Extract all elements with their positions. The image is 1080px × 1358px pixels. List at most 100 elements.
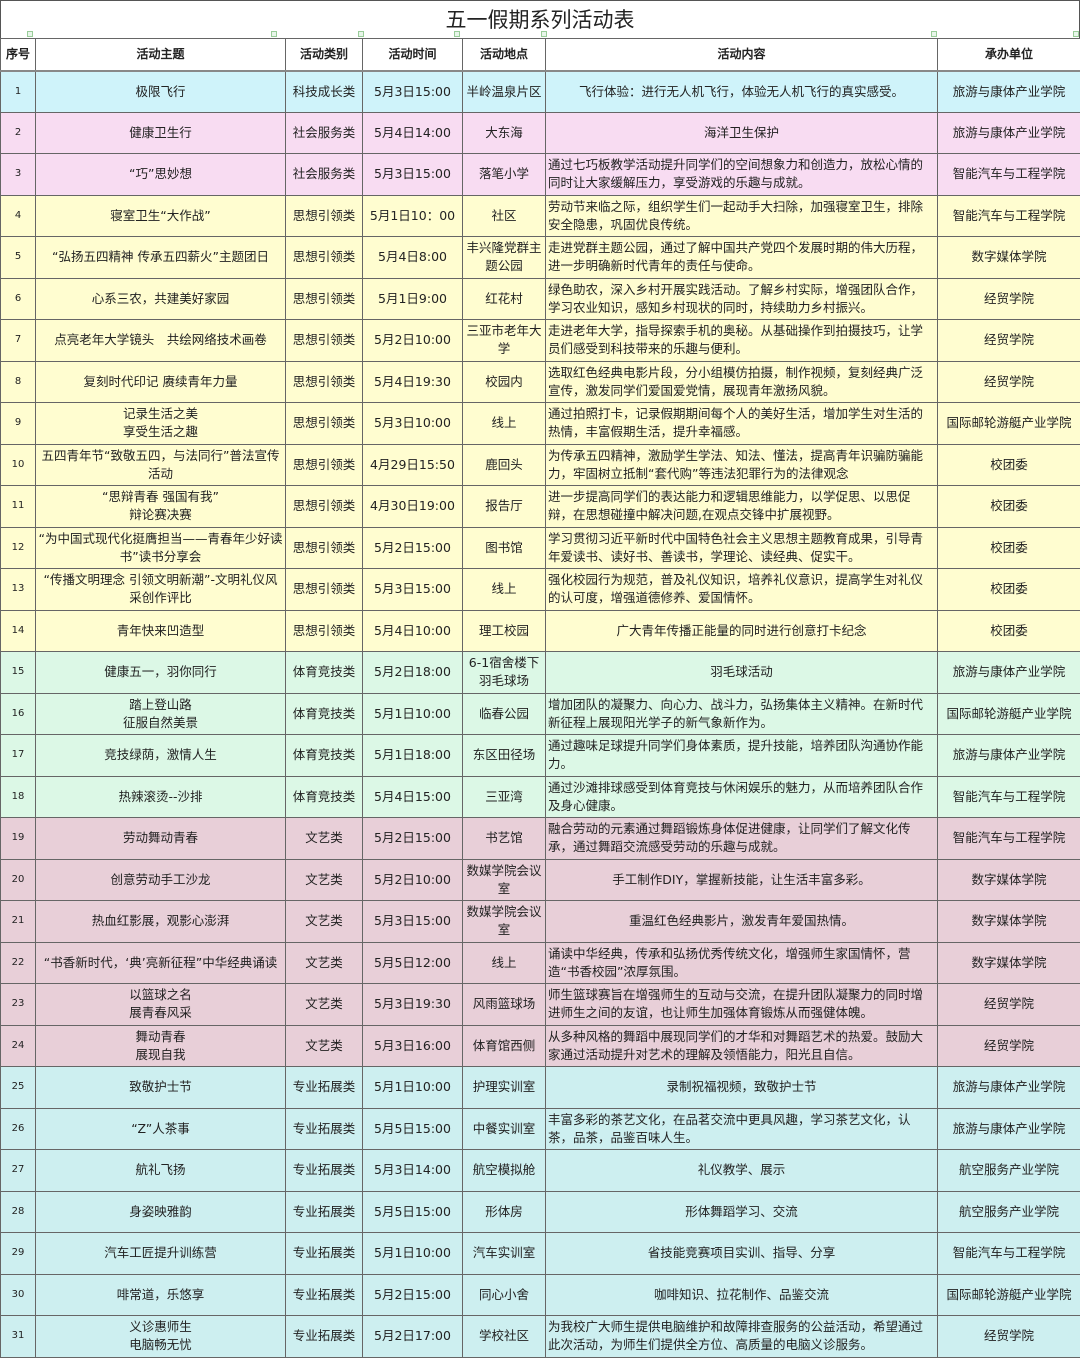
cell-category[interactable]: 思想引领类	[286, 361, 363, 403]
cell-time[interactable]: 5月1日10:00	[363, 1067, 463, 1109]
cell-theme[interactable]: 记录生活之美 享受生活之趣	[36, 403, 286, 445]
cell-location[interactable]: 汽车实训室	[463, 1233, 546, 1275]
cell-content[interactable]: 通过趣味足球提升同学们身体素质，提升技能，培养团队沟通协作能力。	[546, 735, 938, 777]
cell-category[interactable]: 科技成长类	[286, 71, 363, 113]
cell-content[interactable]: 为我校广大师生提供电脑维护和故障排查服务的公益活动，希望通过此次活动，为师生们提…	[546, 1316, 938, 1358]
cell-content[interactable]: 劳动节来临之际，组织学生们一起动手大扫除，加强寝室卫生，排除安全隐患，巩固优良传…	[546, 195, 938, 237]
cell-time[interactable]: 5月5日15:00	[363, 1191, 463, 1233]
cell-theme[interactable]: “Z”人茶事	[36, 1108, 286, 1150]
cell-organizer[interactable]: 旅游与康体产业学院	[938, 112, 1080, 154]
cell-category[interactable]: 思想引领类	[286, 237, 363, 279]
cell-theme[interactable]: “为中国式现代化挺膺担当——青春年少好读书”读书分享会	[36, 527, 286, 569]
cell-content[interactable]: 为传承五四精神，激励学生学法、知法、懂法，提高青年识骗防骗能力，牢固树立抵制“套…	[546, 444, 938, 486]
cell-category[interactable]: 思想引领类	[286, 403, 363, 445]
cell-content[interactable]: 学习贯彻习近平新时代中国特色社会主义思想主题教育成果，引导青年爱读书、读好书、善…	[546, 527, 938, 569]
cell-content[interactable]: 广大青年传播正能量的同时进行创意打卡纪念	[546, 610, 938, 652]
cell-location[interactable]: 数媒学院会议室	[463, 901, 546, 943]
cell-organizer[interactable]: 旅游与康体产业学院	[938, 735, 1080, 777]
cell-organizer[interactable]: 旅游与康体产业学院	[938, 1108, 1080, 1150]
cell-organizer[interactable]: 智能汽车与工程学院	[938, 818, 1080, 860]
cell-content[interactable]: 咖啡知识、拉花制作、品鉴交流	[546, 1274, 938, 1316]
cell-content[interactable]: 增加团队的凝聚力、向心力、战斗力，弘扬集体主义精神。在新时代新征程上展现阳光学子…	[546, 693, 938, 735]
cell-index[interactable]: 20	[1, 859, 36, 901]
cell-theme[interactable]: 义诊惠师生 电脑畅无忧	[36, 1316, 286, 1358]
cell-category[interactable]: 体育竞技类	[286, 776, 363, 818]
filter-dropdown-icon[interactable]	[271, 31, 277, 37]
cell-content[interactable]: 重温红色经典影片，激发青年爱国热情。	[546, 901, 938, 943]
cell-time[interactable]: 5月2日15:00	[363, 1274, 463, 1316]
cell-organizer[interactable]: 数字媒体学院	[938, 859, 1080, 901]
cell-time[interactable]: 5月3日19:30	[363, 984, 463, 1026]
cell-category[interactable]: 思想引领类	[286, 195, 363, 237]
cell-time[interactable]: 5月1日18:00	[363, 735, 463, 777]
cell-organizer[interactable]: 国际邮轮游艇产业学院	[938, 403, 1080, 445]
cell-content[interactable]: 飞行体验：进行无人机飞行，体验无人机飞行的真实感受。	[546, 71, 938, 113]
cell-location[interactable]: 图书馆	[463, 527, 546, 569]
cell-location[interactable]: 红花村	[463, 278, 546, 320]
cell-theme[interactable]: 热血红影展，观影心澎湃	[36, 901, 286, 943]
cell-time[interactable]: 5月4日10:00	[363, 610, 463, 652]
header-location[interactable]: 活动地点	[463, 39, 546, 71]
cell-organizer[interactable]: 航空服务产业学院	[938, 1191, 1080, 1233]
cell-content[interactable]: 强化校园行为规范，普及礼仪知识，培养礼仪意识，提高学生对礼仪的认可度，增强道德修…	[546, 569, 938, 611]
cell-index[interactable]: 23	[1, 984, 36, 1026]
filter-dropdown-icon[interactable]	[358, 31, 364, 37]
cell-location[interactable]: 理工校园	[463, 610, 546, 652]
cell-organizer[interactable]: 经贸学院	[938, 320, 1080, 362]
cell-time[interactable]: 5月4日19:30	[363, 361, 463, 403]
cell-time[interactable]: 5月1日9:00	[363, 278, 463, 320]
cell-time[interactable]: 5月2日10:00	[363, 320, 463, 362]
cell-index[interactable]: 24	[1, 1025, 36, 1067]
cell-index[interactable]: 5	[1, 237, 36, 279]
cell-category[interactable]: 专业拓展类	[286, 1067, 363, 1109]
cell-content[interactable]: 选取红色经典电影片段，分小组模仿拍摄，制作视频，复刻经典广泛宣传，激发同学们爱国…	[546, 361, 938, 403]
cell-content[interactable]: 从多种风格的舞蹈中展现同学们的才华和对舞蹈艺术的热爱。鼓励大家通过活动提升对艺术…	[546, 1025, 938, 1067]
filter-dropdown-icon[interactable]	[931, 31, 937, 37]
cell-content[interactable]: 省技能竞赛项目实训、指导、分享	[546, 1233, 938, 1275]
cell-content[interactable]: 录制祝福视频，致敬护士节	[546, 1067, 938, 1109]
header-category[interactable]: 活动类别	[286, 39, 363, 71]
cell-theme[interactable]: 点亮老年大学镜头 共绘网络技术画卷	[36, 320, 286, 362]
header-time[interactable]: 活动时间	[363, 39, 463, 71]
cell-content[interactable]: 通过沙滩排球感受到体育竞技与休闲娱乐的魅力，从而培养团队合作及身心健康。	[546, 776, 938, 818]
cell-theme[interactable]: 青年快来凹造型	[36, 610, 286, 652]
cell-index[interactable]: 19	[1, 818, 36, 860]
cell-organizer[interactable]: 校团委	[938, 569, 1080, 611]
cell-index[interactable]: 30	[1, 1274, 36, 1316]
cell-category[interactable]: 思想引领类	[286, 569, 363, 611]
cell-location[interactable]: 丰兴隆党群主题公园	[463, 237, 546, 279]
cell-category[interactable]: 思想引领类	[286, 444, 363, 486]
cell-content[interactable]: 羽毛球活动	[546, 652, 938, 694]
cell-content[interactable]: 礼仪教学、展示	[546, 1150, 938, 1192]
cell-index[interactable]: 11	[1, 486, 36, 528]
cell-organizer[interactable]: 经贸学院	[938, 361, 1080, 403]
cell-organizer[interactable]: 校团委	[938, 486, 1080, 528]
cell-theme[interactable]: 以篮球之名 展青春风采	[36, 984, 286, 1026]
cell-index[interactable]: 2	[1, 112, 36, 154]
cell-content[interactable]: 师生篮球赛旨在增强师生的互动与交流，在提升团队凝聚力的同时增进师生之间的友谊，也…	[546, 984, 938, 1026]
cell-location[interactable]: 体育馆西侧	[463, 1025, 546, 1067]
cell-index[interactable]: 14	[1, 610, 36, 652]
cell-category[interactable]: 专业拓展类	[286, 1316, 363, 1358]
cell-location[interactable]: 三亚湾	[463, 776, 546, 818]
cell-content[interactable]: 形体舞蹈学习、交流	[546, 1191, 938, 1233]
cell-category[interactable]: 社会服务类	[286, 154, 363, 196]
cell-category[interactable]: 思想引领类	[286, 486, 363, 528]
cell-location[interactable]: 航空模拟舱	[463, 1150, 546, 1192]
cell-index[interactable]: 26	[1, 1108, 36, 1150]
cell-index[interactable]: 18	[1, 776, 36, 818]
cell-index[interactable]: 6	[1, 278, 36, 320]
cell-theme[interactable]: 寝室卫生“大作战”	[36, 195, 286, 237]
cell-index[interactable]: 27	[1, 1150, 36, 1192]
cell-organizer[interactable]: 校团委	[938, 444, 1080, 486]
cell-category[interactable]: 思想引领类	[286, 527, 363, 569]
cell-location[interactable]: 线上	[463, 403, 546, 445]
cell-time[interactable]: 4月29日15:50	[363, 444, 463, 486]
cell-theme[interactable]: 舞动青春 展现自我	[36, 1025, 286, 1067]
cell-time[interactable]: 5月1日10：00	[363, 195, 463, 237]
cell-category[interactable]: 文艺类	[286, 818, 363, 860]
cell-time[interactable]: 5月3日15:00	[363, 569, 463, 611]
cell-organizer[interactable]: 经贸学院	[938, 984, 1080, 1026]
cell-time[interactable]: 5月3日14:00	[363, 1150, 463, 1192]
cell-category[interactable]: 专业拓展类	[286, 1108, 363, 1150]
